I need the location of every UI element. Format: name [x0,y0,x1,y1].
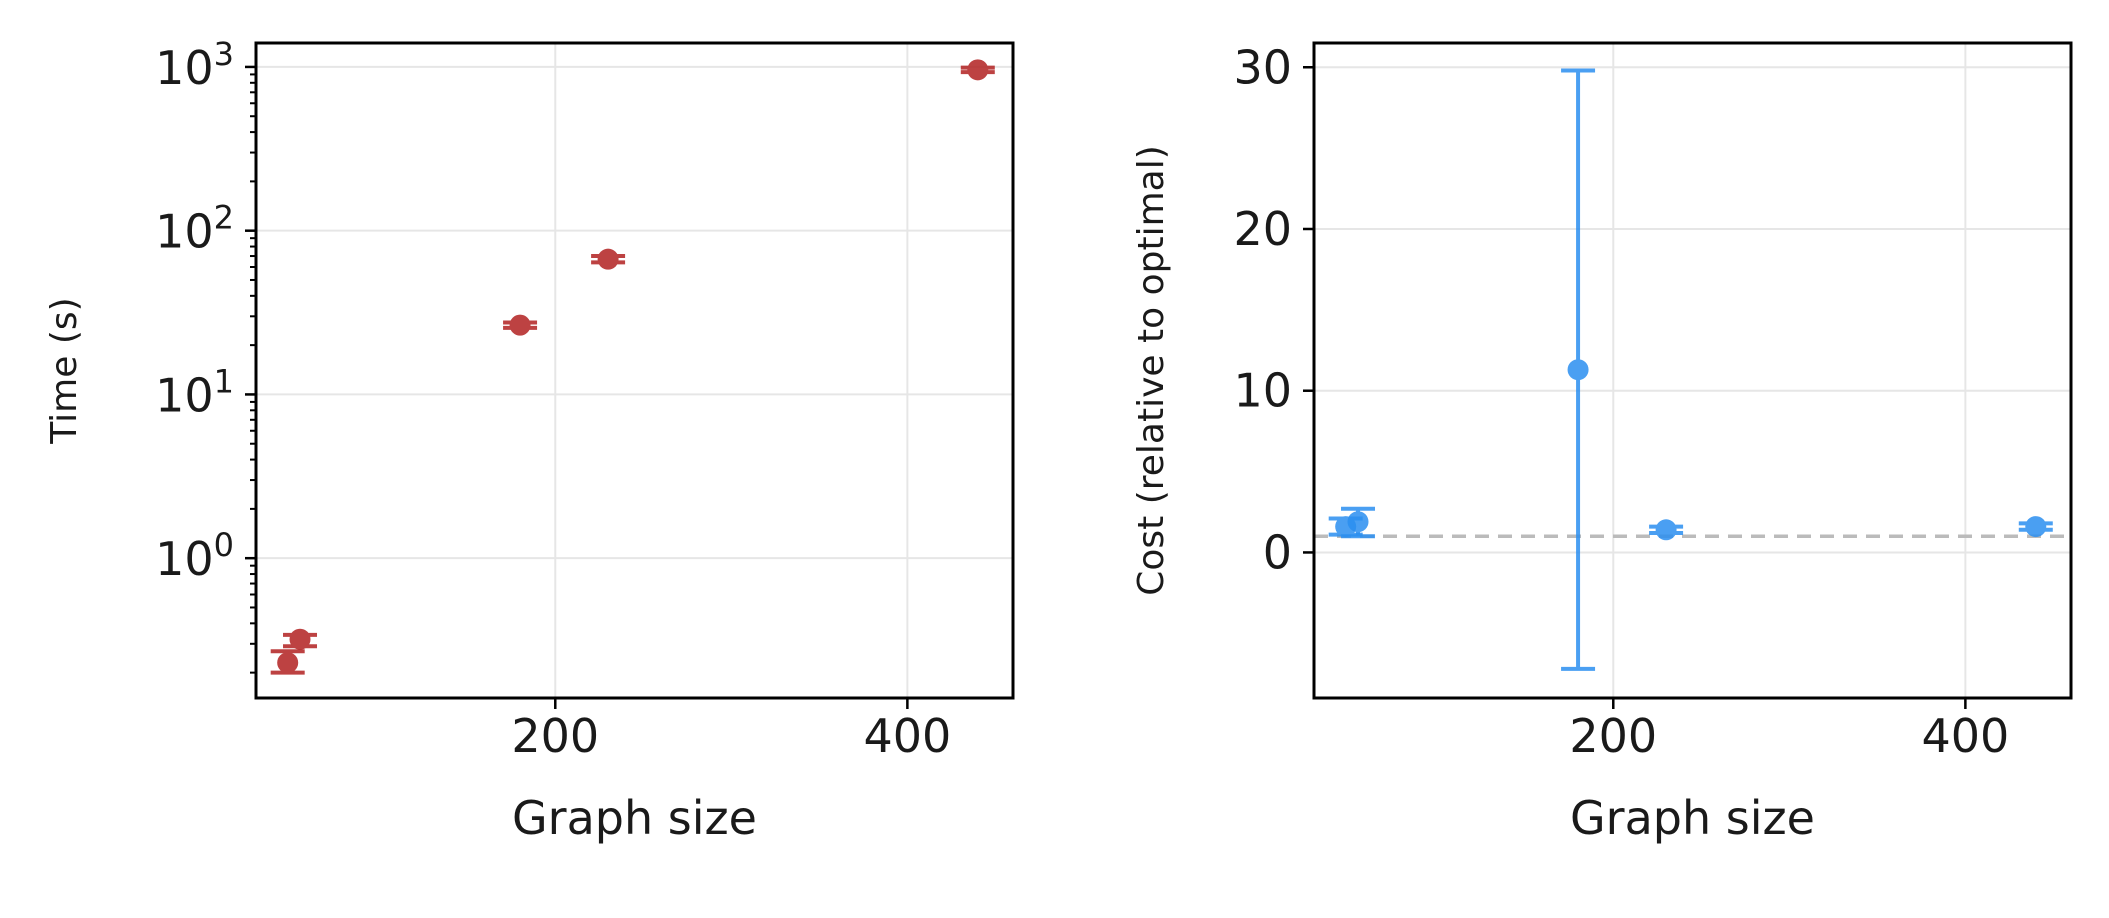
y-tick-base: 10 [155,205,214,259]
y-tick-exponent: 2 [214,199,234,237]
y-axis-label: Time (s) [44,297,85,444]
y-tick-exponent: 3 [214,35,234,73]
y-tick-label: 102 [155,199,234,259]
y-tick-base: 10 [155,532,214,586]
data-point-group [283,628,318,650]
x-tick-label: 200 [1569,709,1657,763]
y-tick-base: 10 [155,41,214,95]
data-point-group [1561,68,1596,671]
y-tick-label: 20 [1233,202,1292,256]
plot-frame [1312,41,2073,700]
y-tick-label: 101 [155,362,234,422]
y-tick-exponent: 1 [214,362,234,400]
y-tick-base: 10 [155,368,214,422]
data-point [1655,519,1677,541]
data-point [2025,516,2047,538]
plot-frame [254,41,1015,700]
y-tick-label: 103 [155,35,234,95]
x-tick-label: 200 [511,709,599,763]
data-point [1347,511,1369,533]
data-point [1567,359,1589,381]
y-tick-label: 30 [1233,40,1292,94]
y-tick-label: 100 [155,526,234,586]
data-point-group [591,248,626,270]
x-tick-label: 400 [863,709,951,763]
data-point-group [2018,516,2053,538]
data-point-group [270,649,305,675]
data-point-group [1649,519,1684,541]
y-tick-label: 0 [1263,525,1292,579]
cost-chart-panel: 200 400 0 10 20 30 Graph size Cost (relative to… [1131,40,2073,845]
data-point-group [960,59,995,81]
data-point [277,652,299,674]
x-axis-label: Graph size [1570,791,1815,845]
data-point [289,628,311,650]
data-point-group [1341,506,1376,539]
data-point [509,314,531,336]
data-point [967,59,989,81]
y-axis-label: Cost (relative to optimal) [1131,145,1172,596]
x-axis-label: Graph size [512,791,757,845]
data-point-group [503,314,538,336]
y-tick-exponent: 0 [214,526,234,564]
data-point [597,248,619,270]
x-tick-label: 400 [1921,709,2009,763]
y-tick-label: 10 [1233,364,1292,418]
